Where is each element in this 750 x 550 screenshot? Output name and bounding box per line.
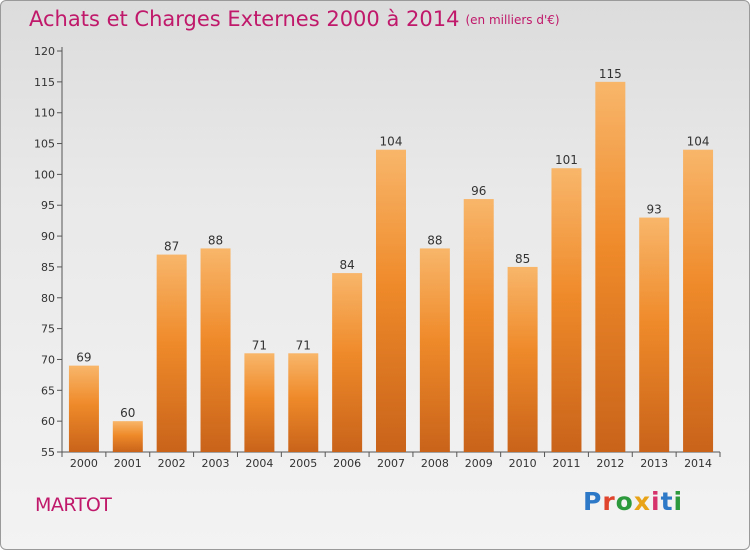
x-tick-label: 2005: [289, 457, 317, 470]
y-tick-label: 55: [41, 446, 55, 459]
bar-value-label: 104: [687, 135, 710, 149]
bar: [112, 421, 143, 452]
x-tick-label: 2010: [509, 457, 537, 470]
y-tick-label: 95: [41, 199, 55, 212]
y-tick-label: 110: [34, 107, 55, 120]
axes: 55 60 65 70 75 80 85 90 95 100 105 110 115 120 2000 200…: [34, 45, 721, 470]
x-tick-label: 2014: [684, 457, 712, 470]
bar: [376, 149, 406, 452]
x-tick-label: 2011: [552, 457, 580, 470]
bars: [68, 81, 714, 452]
y-tick-label: 115: [34, 76, 55, 89]
bar: [551, 168, 582, 452]
bar-value-label: 85: [515, 252, 530, 266]
bar-value-label: 93: [647, 203, 662, 217]
bar: [244, 353, 275, 452]
y-tick-label: 120: [34, 45, 55, 58]
logo-letter: o: [615, 487, 634, 516]
bar-value-label: 88: [427, 233, 442, 247]
x-tick-label: 2012: [596, 457, 624, 470]
bar: [639, 217, 670, 452]
x-tick-label: 2007: [377, 457, 405, 470]
bar: [332, 273, 363, 452]
x-tick-label: 2000: [70, 457, 98, 470]
x-tick-label: 2008: [421, 457, 449, 470]
x-tick-label: 2001: [114, 457, 142, 470]
bar: [463, 199, 494, 452]
bar-value-label: 101: [555, 153, 578, 167]
chart-title: Achats et Charges Externes 2000 à 2014 (e…: [29, 7, 560, 31]
y-tick-label: 85: [41, 261, 55, 274]
bar: [288, 353, 319, 452]
y-tick-label: 100: [34, 168, 55, 181]
bar: [507, 266, 538, 452]
proxiti-logo: Proxiti: [583, 487, 683, 516]
bar: [419, 248, 450, 452]
bar: [156, 254, 187, 452]
x-tick-label: 2004: [245, 457, 273, 470]
bar-value-label: 104: [380, 135, 403, 149]
bar-value-label: 84: [339, 258, 354, 272]
y-tick-label: 80: [41, 292, 55, 305]
x-tick-label: 2006: [333, 457, 361, 470]
y-tick-label: 60: [41, 415, 55, 428]
logo-letter: r: [602, 487, 616, 516]
logo-letter: t: [660, 487, 674, 516]
chart-unit: (en milliers d'€): [465, 13, 560, 27]
bar: [200, 248, 231, 452]
bar-value-label: 88: [208, 233, 223, 247]
bar-value-label: 69: [76, 351, 91, 365]
x-tick-label: 2013: [640, 457, 668, 470]
chart-title-text: Achats et Charges Externes 2000 à 2014: [29, 7, 460, 31]
logo-letter: P: [583, 487, 603, 516]
y-tick-label: 75: [41, 323, 55, 336]
bar: [683, 149, 714, 452]
y-tick-label: 65: [41, 384, 55, 397]
city-name: MARTOT: [35, 494, 112, 516]
x-tick-label: 2009: [465, 457, 493, 470]
bar-value-label: 71: [296, 338, 311, 352]
logo-letter: i: [673, 487, 684, 516]
bar-value-label: 87: [164, 240, 179, 254]
data-labels: 69 60 87 88 71 71 84 104 88 96 85 101 115 93 104: [76, 67, 709, 420]
bar-value-label: 60: [120, 406, 135, 420]
y-tick-label: 105: [34, 138, 55, 151]
y-tick-label: 90: [41, 230, 55, 243]
bar-value-label: 96: [471, 184, 486, 198]
logo-letter: i: [651, 487, 661, 516]
bar: [68, 365, 99, 452]
logo-letter: x: [633, 487, 651, 516]
x-tick-label: 2002: [158, 457, 186, 470]
bar-value-label: 115: [599, 67, 622, 81]
bar-value-label: 71: [252, 338, 267, 352]
bar: [595, 81, 626, 452]
x-tick-label: 2003: [202, 457, 230, 470]
y-tick-label: 70: [41, 353, 55, 366]
